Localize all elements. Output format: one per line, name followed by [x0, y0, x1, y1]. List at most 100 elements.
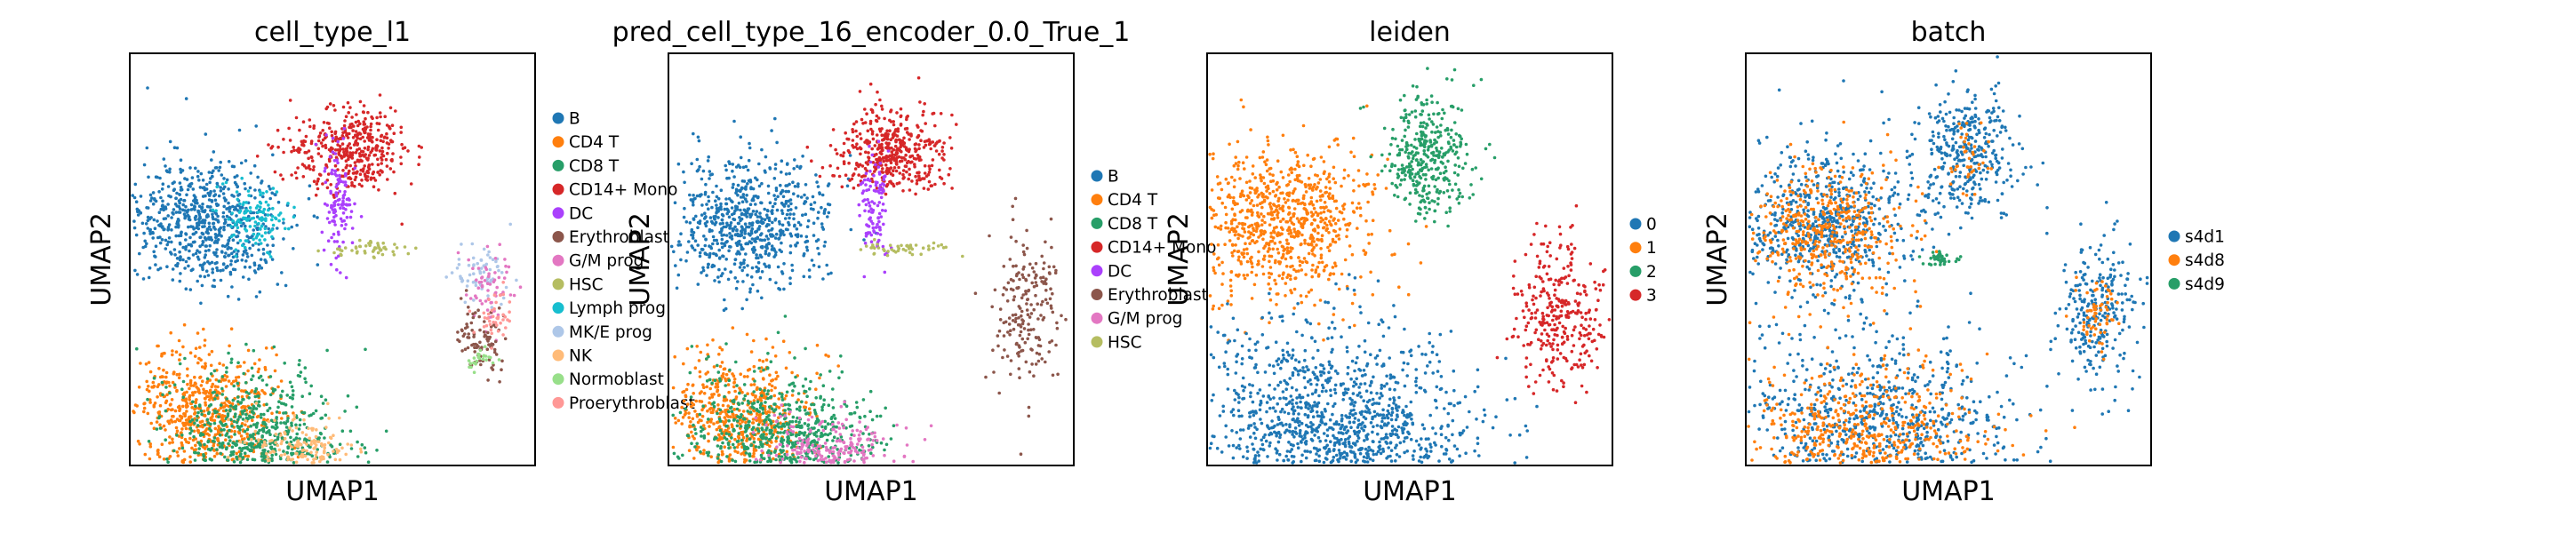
scatter-point — [731, 228, 735, 233]
scatter-point — [356, 143, 359, 147]
scatter-point — [235, 440, 239, 443]
scatter-point — [785, 449, 789, 454]
scatter-point — [326, 172, 331, 176]
scatter-point — [194, 251, 198, 256]
scatter-point — [194, 214, 198, 219]
scatter-point — [760, 296, 764, 300]
scatter-point — [369, 122, 373, 126]
scatter-point — [297, 427, 301, 431]
scatter-point — [144, 362, 148, 366]
scatter-point — [222, 225, 226, 229]
scatter-point — [255, 227, 260, 232]
scatter-point — [224, 438, 228, 442]
scatter-point — [406, 251, 411, 256]
scatter-point — [304, 433, 308, 437]
scatter-point — [260, 224, 264, 228]
scatter-point — [295, 176, 299, 180]
scatter-point — [279, 379, 284, 383]
scatter-point — [770, 244, 774, 248]
scatter-point — [780, 159, 784, 163]
scatter-point — [882, 159, 885, 163]
scatter-point — [876, 116, 881, 120]
scatter-point — [211, 391, 215, 394]
scatter-point — [265, 402, 268, 407]
scatter-point — [249, 210, 252, 213]
scatter-point — [814, 412, 818, 416]
scatter-point — [781, 339, 786, 344]
scatter-point — [785, 423, 789, 426]
scatter-point — [691, 198, 694, 202]
scatter-point — [186, 367, 189, 371]
scatter-point — [300, 431, 305, 434]
scatter-point — [671, 386, 676, 390]
scatter-point — [204, 182, 209, 187]
scatter-point — [694, 214, 698, 219]
scatter-point — [132, 226, 137, 230]
scatter-point — [770, 388, 773, 393]
scatter-point — [161, 203, 164, 207]
scatter-point — [767, 405, 772, 409]
scatter-point — [860, 175, 864, 179]
scatter-point — [267, 208, 270, 212]
scatter-point — [175, 429, 180, 434]
scatter-point — [188, 432, 192, 435]
scatter-point — [820, 405, 824, 410]
scatter-point — [245, 432, 249, 436]
scatter-point — [308, 392, 312, 396]
scatter-point — [230, 251, 234, 256]
scatter-point — [188, 381, 193, 385]
scatter-point — [301, 142, 305, 147]
scatter-point — [314, 434, 318, 439]
scatter-point — [712, 422, 716, 426]
scatter-point — [708, 378, 712, 382]
scatter-point — [761, 411, 765, 415]
scatter-point — [713, 437, 716, 442]
scatter-point — [270, 235, 274, 239]
scatter-point — [460, 243, 463, 246]
scatter-point — [472, 298, 476, 302]
scatter-point — [193, 404, 197, 409]
scatter-point — [735, 384, 739, 387]
scatter-point — [250, 378, 253, 382]
scatter-point — [756, 260, 761, 265]
scatter-point — [773, 197, 778, 202]
scatter-point — [731, 169, 734, 173]
scatter-point — [329, 146, 333, 150]
scatter-point — [817, 211, 820, 214]
scatter-point — [309, 450, 313, 455]
scatter-point — [774, 370, 779, 375]
scatter-point — [720, 245, 724, 250]
scatter-point — [802, 253, 805, 258]
scatter-point — [203, 187, 207, 192]
scatter-point — [186, 382, 189, 386]
scatter-point — [343, 190, 347, 194]
scatter-point — [820, 425, 824, 429]
scatter-point — [350, 249, 354, 252]
scatter-point — [225, 366, 228, 370]
scatter-point — [208, 388, 212, 393]
scatter-point — [143, 239, 147, 243]
scatter-point — [763, 262, 766, 266]
scatter-point — [185, 211, 189, 214]
scatter-point — [369, 241, 373, 244]
scatter-point — [367, 163, 372, 167]
scatter-point — [217, 379, 221, 383]
scatter-point — [467, 359, 471, 362]
scatter-point — [158, 403, 163, 408]
scatter-point — [756, 427, 759, 431]
scatter-point — [723, 421, 726, 425]
scatter-point — [821, 277, 825, 281]
scatter-point — [215, 181, 220, 186]
scatter-point — [232, 164, 236, 169]
scatter-point — [474, 281, 477, 284]
scatter-point — [950, 113, 954, 117]
scatter-point — [891, 136, 895, 139]
scatter-point — [168, 391, 172, 395]
scatter-point — [908, 167, 911, 171]
scatter-point — [746, 242, 750, 246]
scatter-point — [467, 258, 470, 262]
scatter-point — [854, 401, 859, 404]
scatter-point — [707, 199, 711, 203]
scatter-point — [161, 393, 164, 397]
scatter-point — [500, 271, 504, 274]
